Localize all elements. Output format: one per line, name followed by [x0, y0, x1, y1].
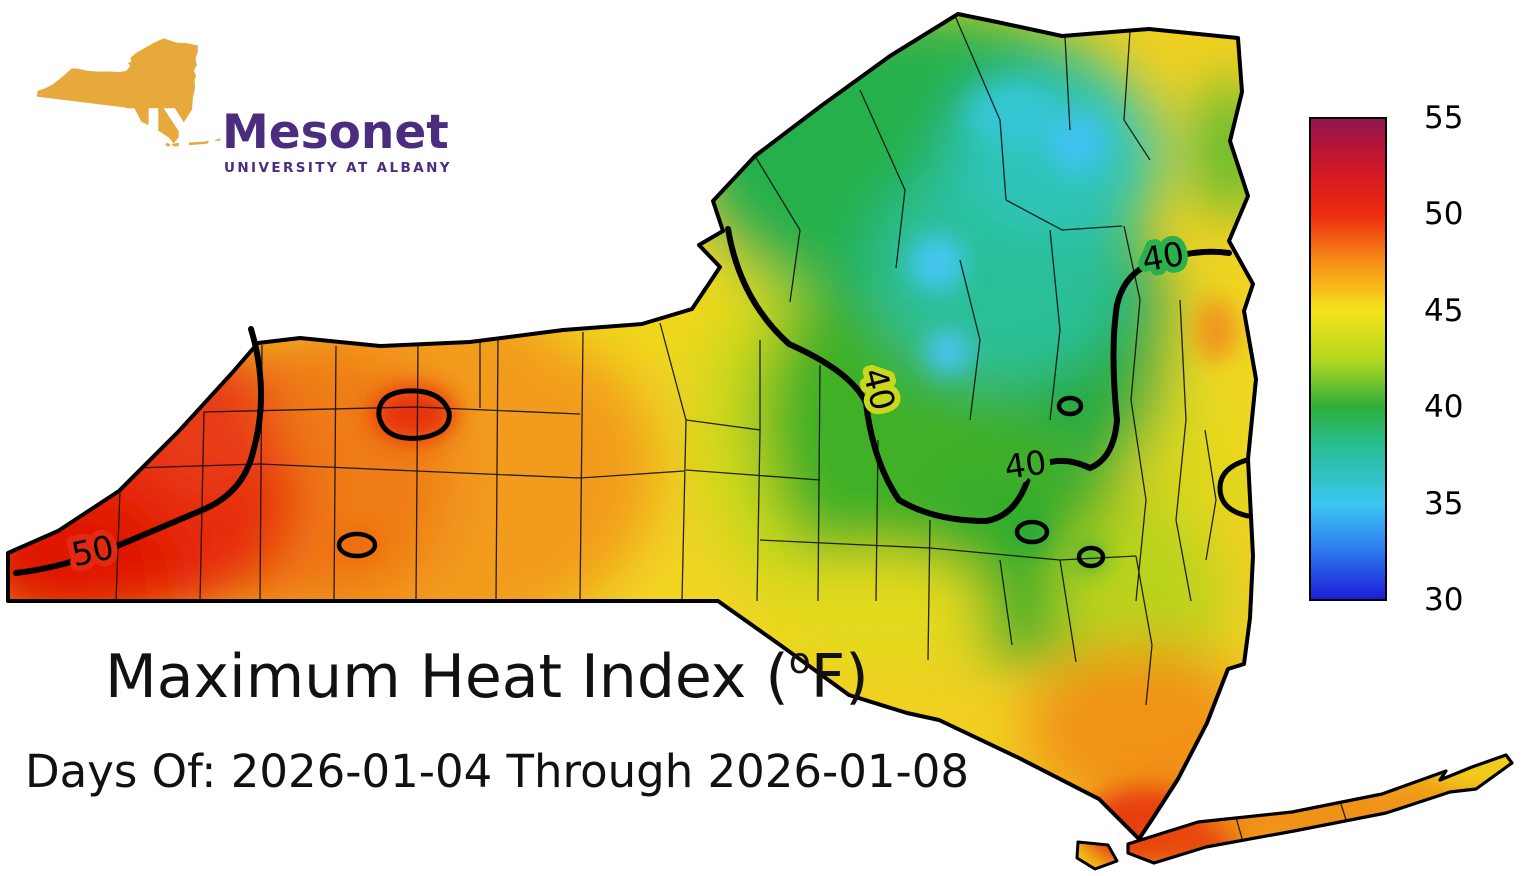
- logo-nys-text: NYS: [118, 98, 244, 161]
- contour-40-loop-b: [1014, 519, 1050, 545]
- logo-university-text: UNIVERSITY AT ALBANY: [224, 160, 452, 176]
- colorbar-tick-40: 40: [1424, 389, 1463, 425]
- map-title: Maximum Heat Index (oF): [105, 641, 869, 712]
- contour-label-40-center: 40: [1002, 442, 1049, 486]
- map-subtitle: Days Of: 2026-01-04 Through 2026-01-08: [25, 745, 969, 798]
- logo-mesonet-text: Mesonet: [222, 105, 449, 160]
- colorbar: 55 50 45 40 35 30: [1309, 100, 1463, 618]
- map-title-degree: o: [789, 641, 811, 682]
- contour-50-loop: [376, 388, 452, 441]
- map-title-prefix: Maximum Heat Index (: [105, 642, 789, 712]
- colorbar-tick-30: 30: [1424, 582, 1463, 618]
- map-title-suffix: F): [811, 642, 869, 712]
- colorbar-tick-55: 55: [1424, 100, 1463, 136]
- contour-40-main: [725, 226, 1232, 525]
- contour-40-loop-a: [1056, 395, 1084, 417]
- contour-40-loop-c: [1076, 545, 1106, 569]
- colorbar-tick-35: 35: [1424, 486, 1463, 522]
- contour-label-40-east: 40: [1139, 234, 1187, 280]
- county-boundaries: [8, 15, 1349, 843]
- contour-lines: [13, 226, 1251, 576]
- colorbar-tick-50: 50: [1424, 196, 1463, 232]
- colorbar-tick-45: 45: [1424, 293, 1463, 329]
- contour-50-small-loop: [336, 531, 378, 559]
- colorbar-gradient: [1309, 117, 1387, 601]
- contour-40-edge-loop: [1217, 457, 1251, 519]
- nys-mesonet-logo: NYS Mesonet UNIVERSITY AT ALBANY: [33, 23, 452, 176]
- contour-50-main: [13, 326, 264, 576]
